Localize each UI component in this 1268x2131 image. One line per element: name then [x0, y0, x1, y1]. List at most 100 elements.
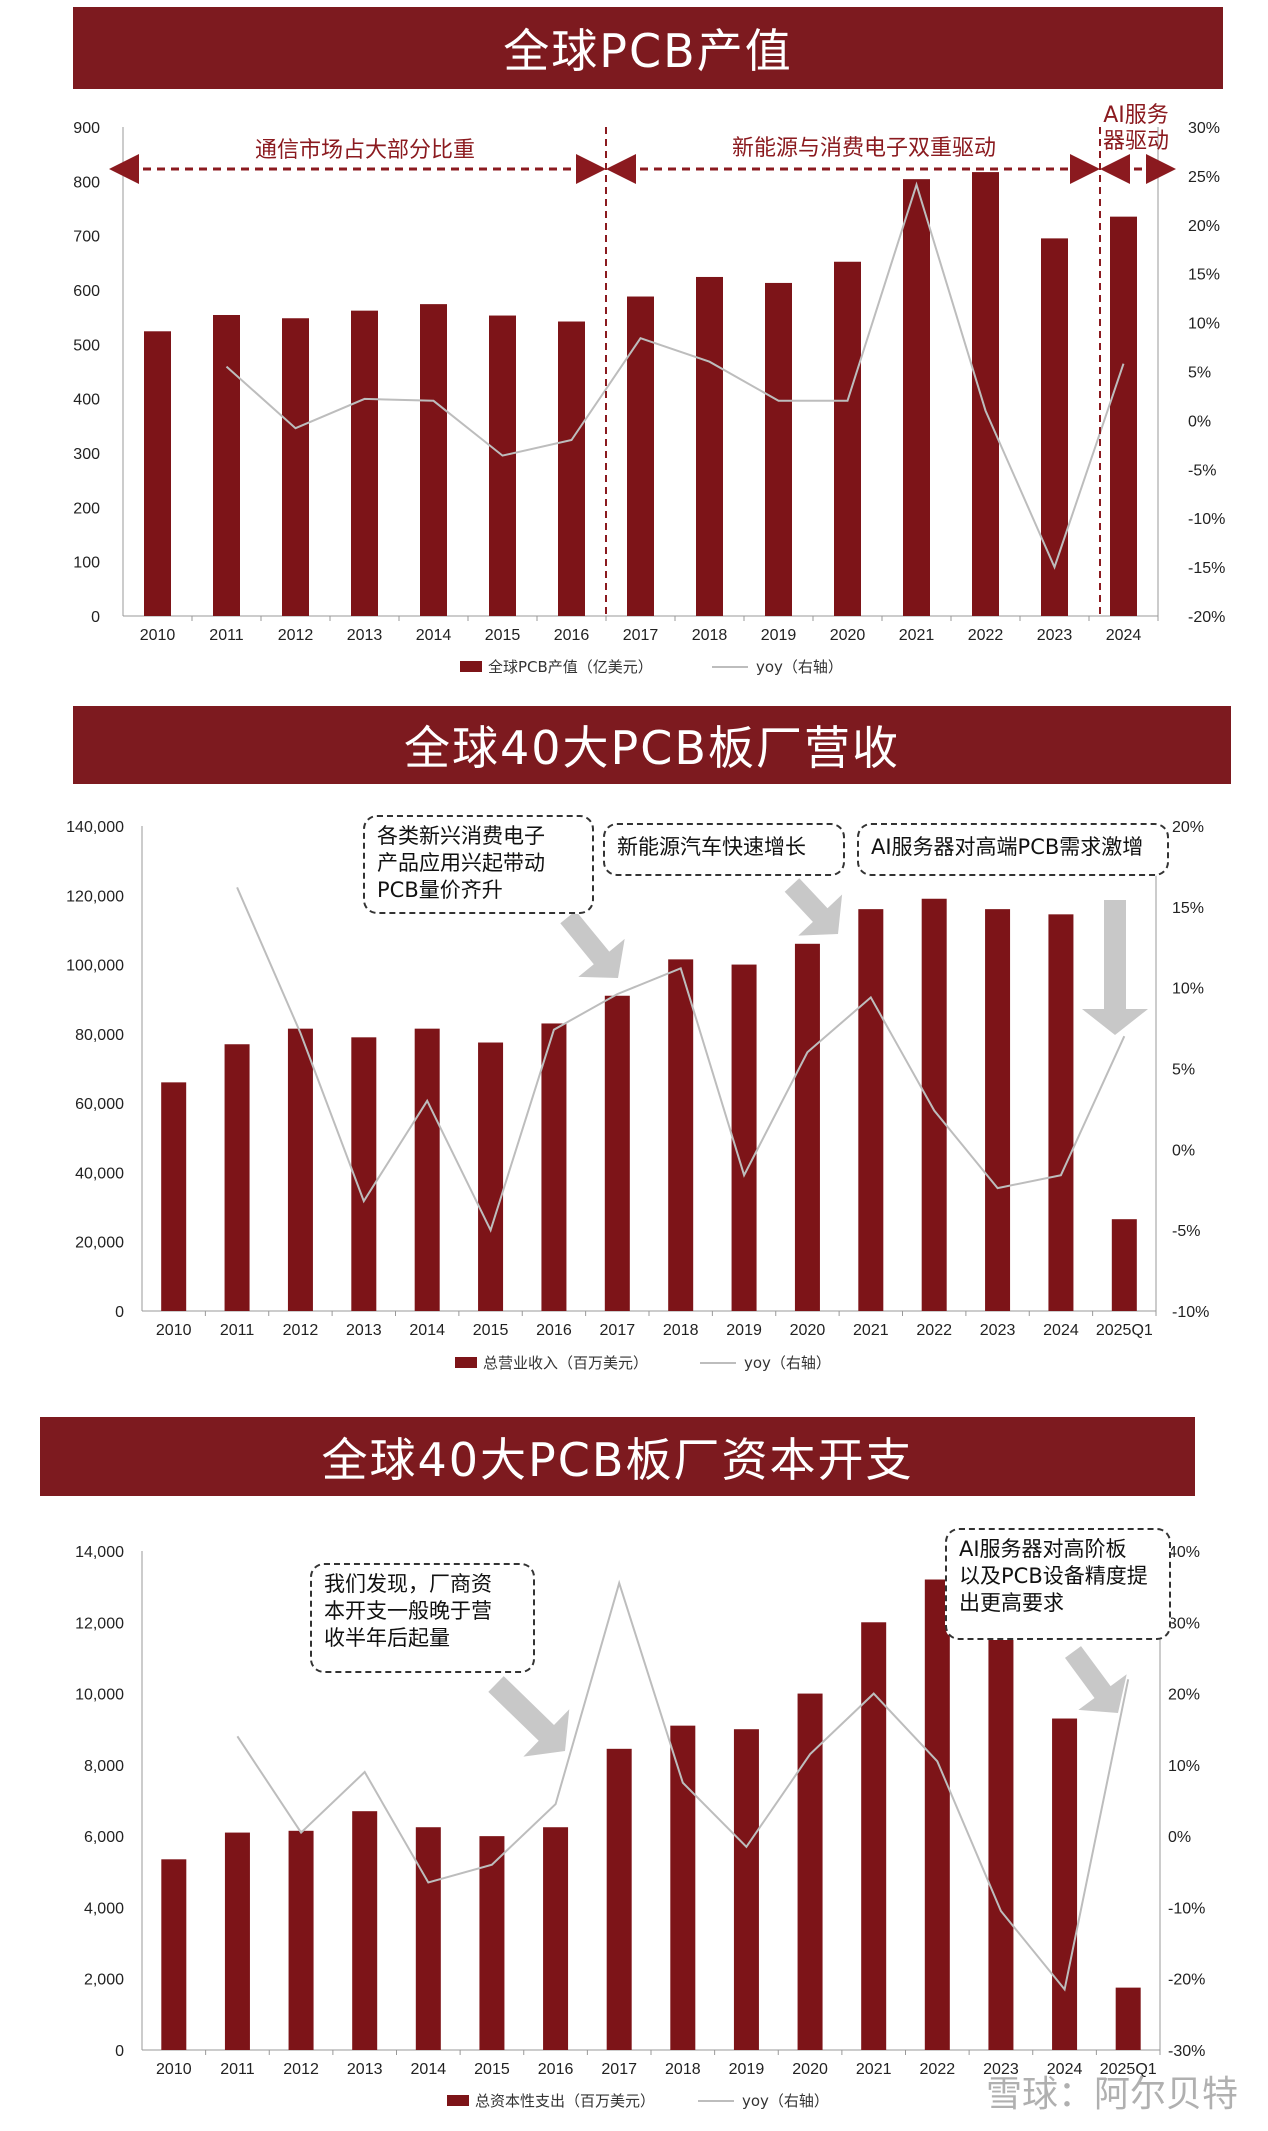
x-tick-label: 2019: [726, 1322, 762, 1339]
x-tick-label: 2020: [790, 1322, 826, 1339]
bar: [420, 304, 447, 616]
y-tick-label-left: 40,000: [75, 1165, 124, 1182]
yoy-line: [236, 887, 1126, 1233]
bar: [541, 1023, 567, 1311]
x-tick-label: 2017: [623, 627, 659, 644]
y-tick-label-left: 60,000: [75, 1096, 124, 1113]
y-tick-label-right: 0%: [1172, 1142, 1195, 1159]
x-tick-label: 2012: [283, 1322, 319, 1339]
yoy-line: [236, 1579, 1130, 1992]
bar: [1110, 216, 1137, 616]
y-tick-label-right: -20%: [1188, 609, 1225, 626]
bar: [351, 310, 378, 616]
callout-arrow: [488, 1676, 570, 1757]
bar: [224, 1832, 250, 2050]
y-tick-label-right: -15%: [1188, 560, 1225, 577]
legend-line-label: yoy（右轴）: [756, 658, 843, 676]
x-tick-label: 2012: [283, 2061, 319, 2078]
bar: [288, 1830, 314, 2050]
y-tick-label-left: 300: [73, 446, 100, 463]
bar: [731, 964, 757, 1311]
x-tick-label: 2010: [140, 627, 176, 644]
x-tick-label: 2014: [411, 2061, 447, 2078]
bar: [834, 261, 861, 616]
bar: [696, 276, 723, 616]
chart-banner-title: 全球40大PCB板厂资本开支: [40, 1417, 1195, 1496]
y-tick-label-right: 0%: [1168, 1829, 1191, 1846]
y-tick-label-left: 0: [115, 2043, 124, 2060]
x-tick-label: 2012: [278, 627, 314, 644]
bar: [287, 1028, 313, 1311]
bar: [213, 314, 240, 616]
x-tick-label: 2016: [554, 627, 590, 644]
x-tick-label: 2020: [830, 627, 866, 644]
y-tick-label-right: -20%: [1168, 1972, 1205, 1989]
y-tick-label-right: 15%: [1172, 900, 1204, 917]
bar: [161, 1859, 187, 2050]
x-tick-label: 2010: [156, 1322, 192, 1339]
bar: [733, 1729, 759, 2050]
annotation-callout: 各类新兴消费电子 产品应用兴起带动 PCB量价齐升: [363, 815, 594, 914]
x-tick-label: 2022: [968, 627, 1004, 644]
bar: [1052, 1718, 1078, 2050]
bar: [352, 1811, 378, 2050]
bar: [604, 995, 630, 1311]
x-tick-label: 2019: [729, 2061, 765, 2078]
y-tick-label-left: 20,000: [75, 1235, 124, 1252]
x-tick-label: 2010: [156, 2061, 192, 2078]
bar: [1041, 238, 1068, 616]
y-tick-label-right: 20%: [1188, 218, 1220, 235]
x-tick-label: 2017: [601, 2061, 637, 2078]
y-tick-label-left: 500: [73, 337, 100, 354]
bar: [670, 1725, 696, 2050]
annotation-callout: AI服务器对高阶板 以及PCB设备精度提 出更高要求: [945, 1528, 1171, 1640]
y-tick-label-left: 100: [73, 555, 100, 572]
x-tick-label: 2015: [474, 2061, 510, 2078]
x-tick-label: 2021: [856, 2061, 892, 2078]
x-tick-label: 2019: [761, 627, 797, 644]
legend-bar-label: 总营业收入（百万美元）: [483, 1354, 648, 1372]
x-tick-label: 2020: [792, 2061, 828, 2078]
bar: [224, 1044, 250, 1311]
x-tick-label: 2015: [485, 627, 521, 644]
x-tick-label: 2013: [347, 2061, 383, 2078]
annotation-callout: 新能源汽车快速增长: [603, 823, 845, 876]
y-tick-label-right: 5%: [1188, 365, 1211, 382]
callout-arrow: [560, 910, 625, 978]
y-tick-label-left: 100,000: [66, 958, 124, 975]
bar: [794, 943, 820, 1311]
y-tick-label-right: 20%: [1172, 819, 1204, 836]
y-tick-label-left: 0: [115, 1304, 124, 1321]
y-tick-label-left: 10,000: [75, 1687, 124, 1704]
x-tick-label: 2023: [1037, 627, 1073, 644]
bar: [765, 282, 792, 616]
x-tick-label: 2023: [983, 2061, 1019, 2078]
y-tick-label-left: 8,000: [84, 1758, 124, 1775]
bar: [606, 1748, 632, 2050]
bar: [924, 1579, 950, 2050]
y-tick-label-left: 600: [73, 283, 100, 300]
x-tick-label: 2013: [347, 627, 383, 644]
legend-bar-swatch: [460, 661, 482, 672]
x-tick-label: 2018: [692, 627, 728, 644]
legend-bar-swatch: [447, 2095, 469, 2106]
y-tick-label-left: 800: [73, 174, 100, 191]
y-tick-label-right: -5%: [1172, 1223, 1200, 1240]
period-label: 器驱动: [1103, 129, 1169, 154]
bar: [478, 1042, 504, 1311]
watermark-text: 雪球：阿尔贝特: [985, 2074, 1238, 2115]
x-tick-label: 2011: [220, 2061, 255, 2078]
period-label: AI服务: [1103, 103, 1169, 128]
y-tick-label-right: 5%: [1172, 1062, 1195, 1079]
bar: [489, 315, 516, 616]
y-tick-label-left: 400: [73, 392, 100, 409]
x-tick-label: 2018: [665, 2061, 701, 2078]
y-tick-label-left: 200: [73, 500, 100, 517]
legend-line-label: yoy（右轴）: [744, 1354, 831, 1372]
bar: [985, 909, 1011, 1311]
bar: [479, 1836, 505, 2050]
bar: [1048, 914, 1074, 1311]
